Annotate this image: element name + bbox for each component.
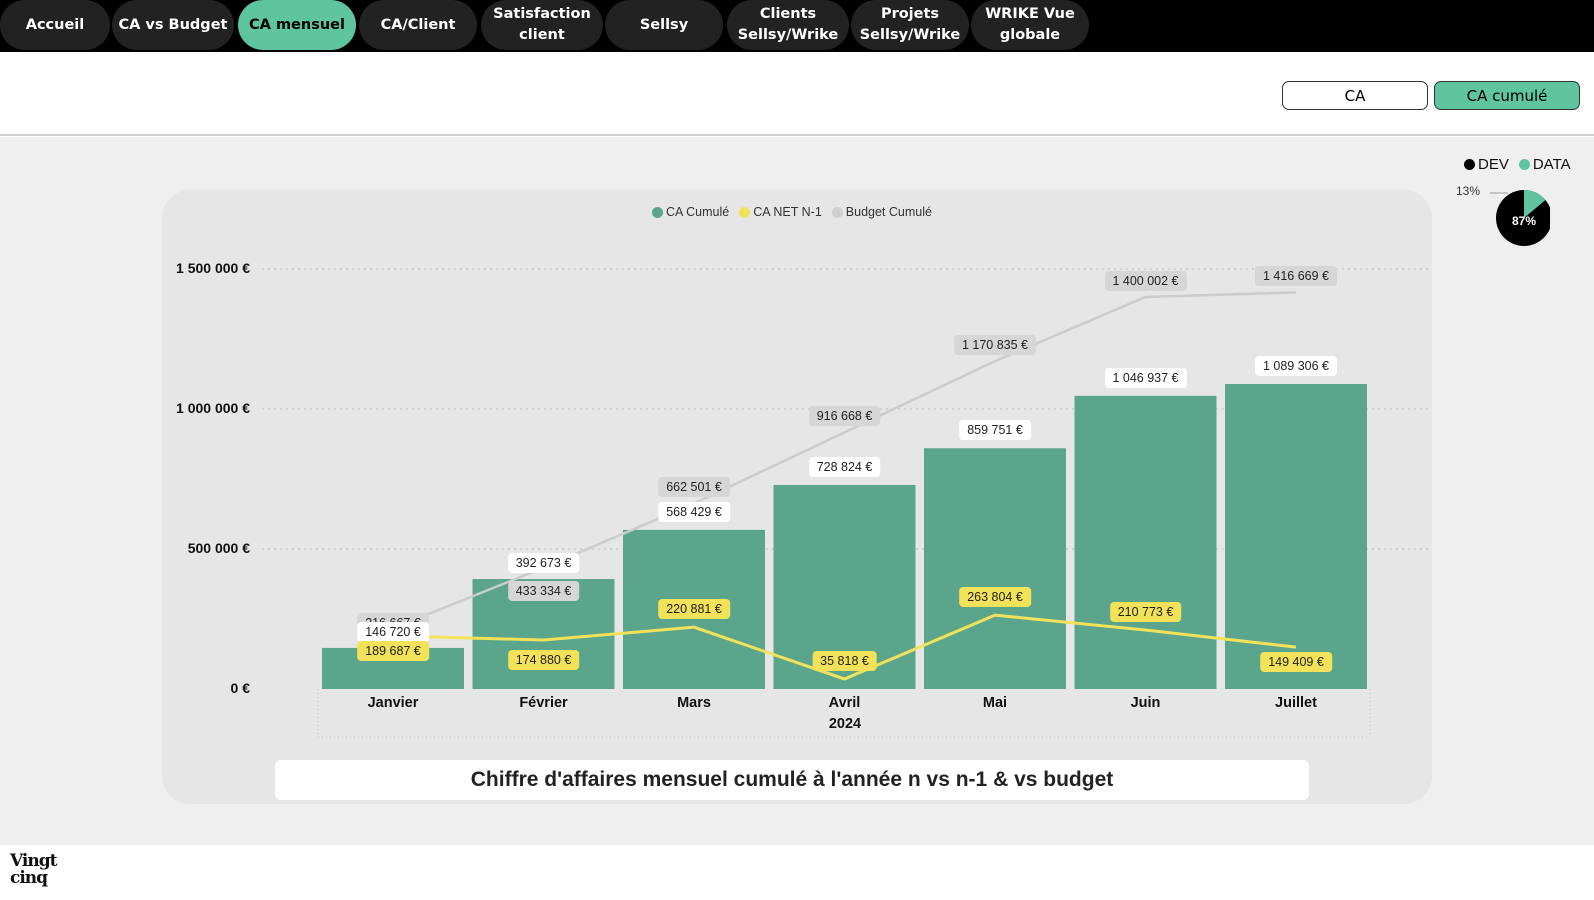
x-axis-year-label: 2024 — [828, 716, 862, 732]
data-label-ca-cumule: 392 673 € — [507, 553, 580, 574]
data-label-ca-net-n1: 174 880 € — [507, 650, 580, 671]
x-tick-label: Avril — [828, 695, 861, 711]
x-tick-label: Juin — [1130, 695, 1161, 711]
data-label-budget-cumule: 1 400 002 € — [1104, 270, 1187, 291]
data-label-budget-cumule: 662 501 € — [658, 477, 730, 498]
legend-dot-icon — [1464, 159, 1475, 170]
x-tick-label: Mars — [677, 695, 711, 711]
dev-data-pie-chart — [1490, 189, 1550, 246]
footer: Vingt cinq — [0, 845, 1594, 900]
legend-ca-cumule[interactable]: CA Cumulé — [652, 205, 729, 219]
data-label-budget-cumule: 433 334 € — [507, 580, 580, 601]
pie-label-data-pct: 13% — [1456, 184, 1481, 198]
legend-label: CA NET N-1 — [753, 205, 822, 219]
data-label-ca-net-n1: 210 773 € — [1109, 601, 1182, 622]
chart-card — [162, 190, 1432, 804]
data-label-ca-cumule: 859 751 € — [959, 420, 1031, 441]
legend-dot-icon — [739, 206, 751, 218]
toolbar: CA CA cumulé — [0, 52, 1594, 136]
legend-ca-net-n1[interactable]: CA NET N-1 — [739, 205, 822, 219]
pie-slice-data[interactable] — [1524, 189, 1546, 218]
legend-label: CA Cumulé — [666, 205, 730, 219]
toggle-ca-cumule-button[interactable]: CA cumulé — [1434, 81, 1580, 110]
legend-data[interactable]: DATA — [1518, 156, 1571, 173]
nav-tab-projets-sellsy-wrike[interactable]: Projets Sellsy/Wrike — [851, 0, 969, 50]
toggle-ca-button[interactable]: CA — [1282, 81, 1428, 110]
data-label-ca-net-n1: 263 804 € — [959, 587, 1031, 608]
legend-dev[interactable]: DEV — [1464, 156, 1509, 173]
pie-label-dev-pct: 87% — [1511, 214, 1537, 228]
data-label-ca-cumule: 1 089 306 € — [1254, 355, 1338, 376]
legend-label: DATA — [1532, 156, 1571, 173]
data-label-ca-net-n1: 35 818 € — [812, 650, 877, 671]
x-tick-label: Juillet — [1275, 695, 1317, 711]
chart-title: Chiffre d'affaires mensuel cumulé à l'an… — [275, 760, 1309, 800]
chart-legend: CA Cumulé CA NET N-1 Budget Cumulé — [652, 205, 936, 219]
company-logo: Vingt cinq — [10, 851, 57, 888]
data-label-ca-cumule: 1 046 937 € — [1104, 367, 1187, 388]
dev-data-legend: DEV DATA — [1464, 156, 1571, 173]
y-tick-label: 1 500 000 € — [176, 260, 250, 276]
legend-label: DEV — [1478, 156, 1509, 173]
legend-dot-icon — [652, 206, 663, 218]
legend-label: Budget Cumulé — [845, 205, 932, 219]
nav-tab-ca-vs-budget[interactable]: CA vs Budget — [112, 0, 234, 50]
data-label-ca-cumule: 146 720 € — [357, 621, 429, 642]
data-label-ca-net-n1: 189 687 € — [357, 640, 429, 661]
nav-tab-clients-sellsy-wrike[interactable]: Clients Sellsy/Wrike — [727, 0, 849, 50]
nav-tab-ca-client[interactable]: CA/Client — [359, 0, 477, 50]
data-label-budget-cumule: 1 416 669 € — [1254, 266, 1338, 287]
data-label-ca-cumule: 728 824 € — [808, 456, 881, 477]
y-tick-label: 1 000 000 € — [176, 400, 250, 416]
data-label-ca-net-n1: 149 409 € — [1260, 652, 1332, 673]
nav-tab-accueil[interactable]: Accueil — [0, 0, 110, 50]
x-tick-label: Janvier — [367, 695, 419, 711]
data-label-budget-cumule: 916 668 € — [808, 406, 881, 427]
data-label-ca-cumule: 568 429 € — [658, 501, 730, 522]
nav-tab-ca-mensuel[interactable]: CA mensuel — [238, 0, 356, 50]
legend-dot-icon — [1518, 159, 1530, 170]
nav-tab-wrike-vue-globale[interactable]: WRIKE Vue globale — [971, 0, 1089, 50]
y-tick-label: 0 € — [230, 680, 250, 696]
data-label-ca-net-n1: 220 881 € — [658, 599, 730, 620]
data-label-budget-cumule: 1 170 835 € — [953, 335, 1037, 356]
nav-tab-satisfaction-client[interactable]: Satisfaction client — [481, 0, 603, 50]
nav-tab-sellsy[interactable]: Sellsy — [605, 0, 723, 50]
top-navigation: Accueil CA vs Budget CA mensuel CA/Client Sa… — [0, 0, 1594, 52]
legend-dot-icon — [831, 206, 843, 218]
legend-budget-cumule[interactable]: Budget Cumulé — [831, 205, 932, 219]
x-tick-label: Février — [519, 695, 568, 711]
x-tick-label: Mai — [982, 695, 1008, 711]
y-tick-label: 500 000 € — [187, 540, 250, 556]
